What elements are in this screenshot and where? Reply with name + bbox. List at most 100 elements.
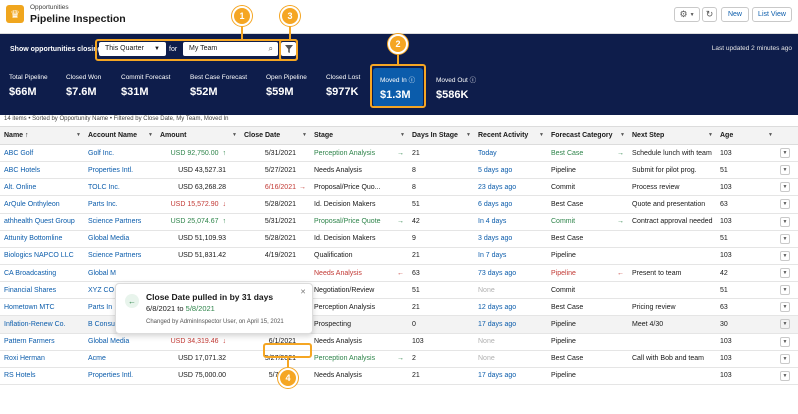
row-menu-button[interactable]: ▼ <box>780 199 790 210</box>
row-menu-button[interactable]: ▼ <box>780 370 790 381</box>
row-menu-button[interactable]: ▼ <box>780 336 790 347</box>
chevron-down-icon[interactable]: ▼ <box>400 132 405 138</box>
chevron-down-icon[interactable]: ▼ <box>466 132 471 138</box>
table-row[interactable]: ABC Hotels Properties Intl. USD 43,527.31 5… <box>0 161 798 180</box>
opportunity-name-link[interactable]: Pattern Farmers <box>0 333 84 351</box>
kpi-moved-out[interactable]: Moved Out ⓘ $586K <box>436 74 476 101</box>
table-row[interactable]: athhealth Quest Group Science Partners USD… <box>0 213 798 231</box>
kpi-commit-forecast[interactable]: Commit Forecast $31M <box>121 74 170 98</box>
team-search-input[interactable]: My Team ⌕ <box>183 42 278 56</box>
col-age[interactable]: Age ▼ <box>716 126 776 145</box>
row-menu-button[interactable]: ▼ <box>780 285 790 296</box>
chevron-down-icon[interactable]: ▼ <box>302 132 307 138</box>
col-close-date[interactable]: Close Date ▼ <box>240 126 310 145</box>
arrow-right-icon[interactable]: → <box>617 218 624 226</box>
recent-activity-cell[interactable]: 73 days ago <box>474 264 547 283</box>
account-name-link[interactable]: Acme <box>84 350 156 368</box>
chevron-down-icon[interactable]: ▼ <box>232 132 237 138</box>
opportunity-name-link[interactable]: ABC Hotels <box>0 161 84 180</box>
settings-menu-button[interactable]: ⚙ ▼ <box>674 7 700 22</box>
table-row[interactable]: Roxi Herman Acme USD 17,071.32 5/27/2021 Per… <box>0 350 798 368</box>
account-name-link[interactable]: TOLC Inc. <box>84 178 156 197</box>
arrow-right-icon[interactable]: → <box>397 149 404 157</box>
table-row[interactable]: Attunity Bottomline Global Media USD 51,10… <box>0 230 798 248</box>
account-name-link[interactable]: Properties Intl. <box>84 161 156 180</box>
recent-activity-cell[interactable]: 17 days ago <box>474 315 547 334</box>
arrow-left-icon[interactable]: ← <box>617 269 624 277</box>
row-menu-button[interactable]: ▼ <box>780 233 790 244</box>
table-row[interactable]: ABC Golf Golf Inc. USD 92,750.00 ↑ 5/31/2021… <box>0 144 798 163</box>
account-name-link[interactable]: Properties Intl. <box>84 367 156 385</box>
info-icon[interactable]: ⓘ <box>469 77 477 84</box>
recent-activity-cell[interactable]: 5 days ago <box>474 161 547 180</box>
table-row[interactable]: Biologics NAPCO LLC Science Partners USD 5… <box>0 247 798 265</box>
chevron-down-icon[interactable]: ▼ <box>148 132 153 138</box>
filter-button[interactable] <box>281 42 296 56</box>
account-name-link[interactable]: Global M <box>84 264 156 283</box>
kpi-total-pipeline[interactable]: Total Pipeline $66M <box>9 74 48 98</box>
breadcrumb[interactable]: Opportunities <box>30 4 69 11</box>
recent-activity-cell[interactable]: 12 days ago <box>474 298 547 317</box>
period-select[interactable]: This Quarter ▼ <box>99 42 166 56</box>
chevron-down-icon[interactable]: ▼ <box>76 132 81 138</box>
opportunity-name-link[interactable]: Roxi Herman <box>0 350 84 368</box>
row-menu-button[interactable]: ▼ <box>780 148 790 159</box>
list-view-button[interactable]: List View <box>752 7 792 22</box>
account-name-link[interactable]: Parts Inc. <box>84 195 156 214</box>
opportunity-name-link[interactable]: Financial Shares <box>0 281 84 300</box>
recent-activity-cell[interactable]: 3 days ago <box>474 230 547 248</box>
table-row[interactable]: Alt. Online TOLC Inc. USD 63,268.28 6/16/20… <box>0 178 798 197</box>
new-button[interactable]: New <box>721 7 749 22</box>
table-row[interactable]: ArQule Onthyleon Parts Inc. USD 15,572.90 ↓… <box>0 195 798 214</box>
kpi-open-pipeline[interactable]: Open Pipeline $59M <box>266 74 307 98</box>
table-row[interactable]: Pattern Farmers Global Media USD 34,319.46… <box>0 333 798 351</box>
kpi-moved-in[interactable]: Moved In ⓘ $1.3M <box>380 74 415 101</box>
recent-activity-cell[interactable]: In 4 days <box>474 213 547 231</box>
col-recent-activity[interactable]: Recent Activity ▼ <box>474 126 547 145</box>
account-name-link[interactable]: Golf Inc. <box>84 144 156 163</box>
col-account[interactable]: Account Name ▼ <box>84 126 156 145</box>
opportunity-name-link[interactable]: Inflation-Renew Co. <box>0 315 84 334</box>
arrow-right-icon[interactable]: → <box>617 149 624 157</box>
kpi-closed-lost[interactable]: Closed Lost $977K <box>326 74 360 98</box>
col-stage[interactable]: Stage ▼ <box>310 126 408 145</box>
opportunity-name-link[interactable]: Hometown MTC <box>0 298 84 317</box>
arrow-right-icon[interactable]: → <box>397 355 404 363</box>
info-icon[interactable]: ⓘ <box>408 77 416 84</box>
col-next-step[interactable]: Next Step ▼ <box>628 126 716 145</box>
kpi-best-case-forecast[interactable]: Best Case Forecast $52M <box>190 74 247 98</box>
arrow-right-icon[interactable]: → <box>397 218 404 226</box>
opportunity-name-link[interactable]: athhealth Quest Group <box>0 213 84 231</box>
opportunity-name-link[interactable]: ArQule Onthyleon <box>0 195 84 214</box>
chevron-down-icon[interactable]: ▼ <box>539 132 544 138</box>
row-menu-button[interactable]: ▼ <box>780 302 790 313</box>
row-menu-button[interactable]: ▼ <box>780 165 790 176</box>
recent-activity-cell[interactable]: In 7 days <box>474 247 547 265</box>
kpi-closed-won[interactable]: Closed Won $7.6M <box>66 74 101 98</box>
account-name-link[interactable]: Science Partners <box>84 213 156 231</box>
row-menu-button[interactable]: ▼ <box>780 319 790 330</box>
account-name-link[interactable]: Science Partners <box>84 247 156 265</box>
recent-activity-cell[interactable]: 17 days ago <box>474 367 547 385</box>
arrow-right-icon[interactable]: → <box>299 183 306 191</box>
refresh-button[interactable]: ↻ <box>702 7 717 22</box>
opportunity-name-link[interactable]: ABC Golf <box>0 144 84 163</box>
opportunity-name-link[interactable]: Alt. Online <box>0 178 84 197</box>
chevron-down-icon[interactable]: ▼ <box>708 132 713 138</box>
table-row[interactable]: CA Broadcasting Global M Needs Analysis ← 63… <box>0 264 798 283</box>
chevron-down-icon[interactable]: ▼ <box>620 132 625 138</box>
col-name[interactable]: Name ↑ ▼ <box>0 126 84 145</box>
account-name-link[interactable]: Global Media <box>84 333 156 351</box>
opportunity-name-link[interactable]: Biologics NAPCO LLC <box>0 247 84 265</box>
opportunity-name-link[interactable]: Attunity Bottomline <box>0 230 84 248</box>
row-menu-button[interactable]: ▼ <box>780 268 790 279</box>
row-menu-button[interactable]: ▼ <box>780 182 790 193</box>
recent-activity-cell[interactable]: 23 days ago <box>474 178 547 197</box>
col-forecast-category[interactable]: Forecast Category ▼ <box>547 126 628 145</box>
opportunity-name-link[interactable]: CA Broadcasting <box>0 264 84 283</box>
recent-activity-cell[interactable]: 6 days ago <box>474 195 547 214</box>
row-menu-button[interactable]: ▼ <box>780 250 790 261</box>
col-amount[interactable]: Amount ▼ <box>156 126 240 145</box>
chevron-down-icon[interactable]: ▼ <box>768 132 773 138</box>
